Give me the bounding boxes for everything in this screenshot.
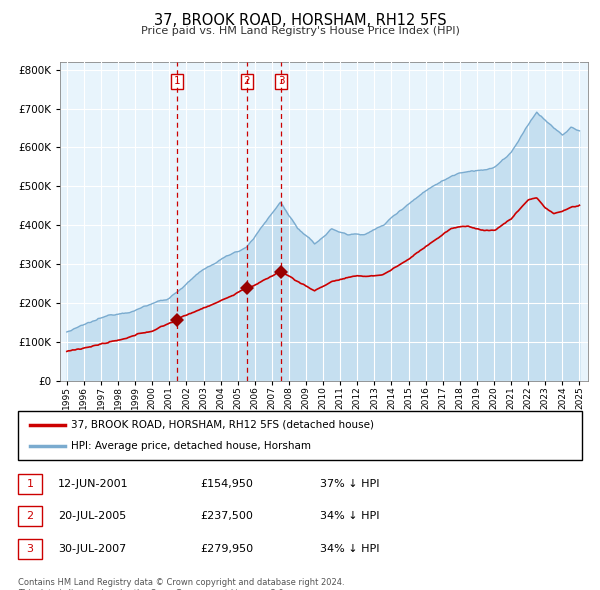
Text: 1: 1 (173, 76, 180, 86)
Text: 3: 3 (278, 76, 284, 86)
Bar (18, 474, 42, 494)
Text: 34% ↓ HPI: 34% ↓ HPI (320, 512, 380, 521)
Text: 3: 3 (26, 544, 34, 553)
Text: 12-JUN-2001: 12-JUN-2001 (58, 479, 128, 489)
Text: £237,500: £237,500 (200, 512, 253, 521)
Text: £154,950: £154,950 (200, 479, 253, 489)
Text: 2: 2 (244, 76, 250, 86)
Bar (18, 411, 582, 460)
Text: Contains HM Land Registry data © Crown copyright and database right 2024.
This d: Contains HM Land Registry data © Crown c… (18, 578, 344, 590)
Text: 37% ↓ HPI: 37% ↓ HPI (320, 479, 380, 489)
Text: 37, BROOK ROAD, HORSHAM, RH12 5FS: 37, BROOK ROAD, HORSHAM, RH12 5FS (154, 13, 446, 28)
Text: £279,950: £279,950 (200, 544, 253, 553)
Bar (18, 506, 42, 526)
Text: 37, BROOK ROAD, HORSHAM, RH12 5FS (detached house): 37, BROOK ROAD, HORSHAM, RH12 5FS (detac… (71, 420, 374, 430)
Text: 20-JUL-2005: 20-JUL-2005 (58, 512, 126, 521)
Text: 34% ↓ HPI: 34% ↓ HPI (320, 544, 380, 553)
Text: 1: 1 (26, 479, 34, 489)
Text: 2: 2 (26, 512, 34, 521)
Text: Price paid vs. HM Land Registry's House Price Index (HPI): Price paid vs. HM Land Registry's House … (140, 26, 460, 36)
Text: 30-JUL-2007: 30-JUL-2007 (58, 544, 126, 553)
Bar (18, 539, 42, 559)
Text: HPI: Average price, detached house, Horsham: HPI: Average price, detached house, Hors… (71, 441, 311, 451)
